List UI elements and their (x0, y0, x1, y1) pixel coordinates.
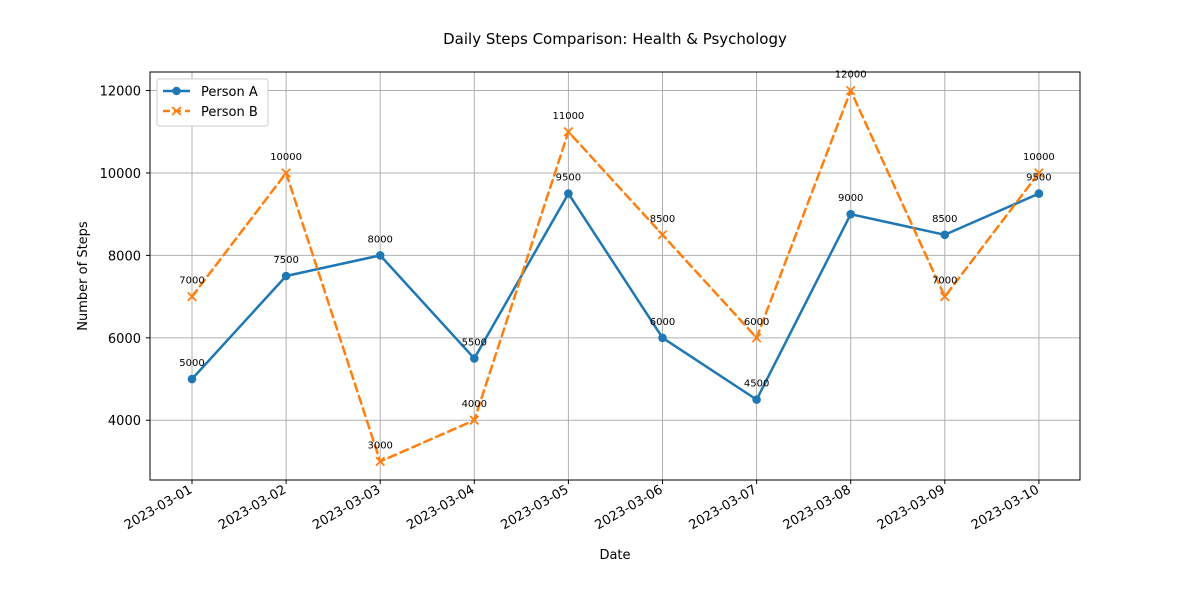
data-point-person-b (187, 291, 197, 302)
data-point-person-a (564, 189, 573, 198)
data-point-person-b (469, 415, 480, 426)
label-layer: 5000 7500 8000 5500 9500 6000 4500 9000 8500 9500… (179, 70, 1055, 452)
data-point-person-a (470, 354, 479, 363)
data-point-person-b (939, 291, 950, 302)
data-point-person-a (752, 395, 761, 404)
y-ticks: 4000 6000 8000 10000 12000 (100, 85, 150, 429)
data-label-person-b: 7000 (932, 276, 957, 287)
data-label-person-a: 5000 (179, 358, 204, 369)
data-label-person-a: 5500 (462, 337, 487, 348)
legend-marker-person-b-2 (171, 106, 182, 116)
data-point-person-b (281, 168, 291, 178)
y-tick-label: 8000 (108, 249, 141, 264)
data-label-person-b: 12000 (835, 70, 867, 81)
data-point-person-b (751, 332, 762, 343)
data-label-person-b: 4000 (462, 399, 487, 410)
legend-entry-person-b: Person B (163, 105, 258, 120)
data-point-person-a (846, 209, 855, 219)
data-label-person-a: 9000 (838, 193, 863, 204)
data-point-person-b (563, 126, 574, 137)
data-label-person-a: 8500 (932, 214, 957, 225)
data-point-person-b (845, 85, 856, 96)
data-label-person-a: 7500 (273, 255, 298, 266)
data-point-person-b (1034, 168, 1044, 178)
data-label-person-b: 3000 (367, 440, 392, 451)
data-point-person-a (375, 251, 385, 260)
legend-marker-person-a (172, 86, 181, 96)
data-label-person-a: 4500 (744, 379, 769, 390)
data-point-person-a (187, 374, 197, 384)
legend: Person A Person B (156, 78, 269, 127)
data-label-person-a: 8000 (367, 234, 392, 245)
grid-layer (150, 72, 1080, 480)
y-tick-label: 6000 (108, 332, 141, 347)
y-tick-label: 12000 (100, 85, 141, 100)
series-line-person-a (190, 192, 1041, 401)
data-label-person-b: 7000 (179, 276, 204, 287)
y-tick-label: 10000 (100, 167, 141, 182)
plot-area (149, 71, 1081, 481)
data-point-person-a (940, 230, 950, 240)
data-label-person-b: 10000 (1023, 152, 1055, 163)
data-point-person-b (657, 229, 668, 240)
x-axis-label: Date (599, 548, 630, 563)
legend-entry-person-a: Person A (163, 85, 258, 100)
data-point-person-b (375, 456, 386, 467)
data-point-person-a (281, 271, 291, 281)
data-label-person-b: 8500 (650, 214, 675, 225)
data-label-person-a: 6000 (650, 317, 675, 328)
data-point-person-a (658, 333, 667, 343)
y-axis-label: Number of Steps (76, 221, 91, 331)
legend-label-person-a: Person A (201, 85, 258, 100)
data-point-person-a (1034, 189, 1044, 198)
series-layer (187, 85, 1044, 467)
legend-label-person-b: Person B (201, 105, 258, 120)
data-label-person-a: 9500 (1026, 173, 1051, 184)
data-label-person-b: 6000 (744, 317, 769, 328)
data-label-person-b: 11000 (552, 111, 584, 122)
chart-title: Daily Steps Comparison: Health & Psychol… (443, 30, 787, 48)
y-tick-label: 4000 (108, 414, 141, 429)
data-label-person-a: 9500 (556, 173, 581, 184)
data-label-person-b: 10000 (270, 152, 302, 163)
series-line-person-b (190, 89, 1041, 463)
